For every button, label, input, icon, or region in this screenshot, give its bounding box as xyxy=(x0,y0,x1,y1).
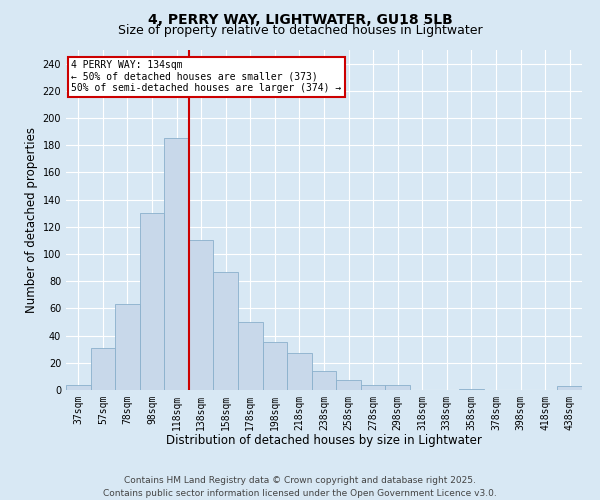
Bar xyxy=(557,386,582,390)
Bar xyxy=(385,384,410,390)
Bar xyxy=(336,380,361,390)
Bar xyxy=(164,138,189,390)
X-axis label: Distribution of detached houses by size in Lightwater: Distribution of detached houses by size … xyxy=(166,434,482,448)
Bar xyxy=(189,240,214,390)
Bar xyxy=(287,354,312,390)
Text: Size of property relative to detached houses in Lightwater: Size of property relative to detached ho… xyxy=(118,24,482,37)
Bar xyxy=(459,388,484,390)
Text: 4 PERRY WAY: 134sqm
← 50% of detached houses are smaller (373)
50% of semi-detac: 4 PERRY WAY: 134sqm ← 50% of detached ho… xyxy=(71,60,341,94)
Bar xyxy=(91,348,115,390)
Bar xyxy=(115,304,140,390)
Bar xyxy=(238,322,263,390)
Bar xyxy=(214,272,238,390)
Bar xyxy=(140,213,164,390)
Bar xyxy=(263,342,287,390)
Bar xyxy=(312,371,336,390)
Bar xyxy=(66,384,91,390)
Text: 4, PERRY WAY, LIGHTWATER, GU18 5LB: 4, PERRY WAY, LIGHTWATER, GU18 5LB xyxy=(148,12,452,26)
Bar xyxy=(361,384,385,390)
Text: Contains HM Land Registry data © Crown copyright and database right 2025.
Contai: Contains HM Land Registry data © Crown c… xyxy=(103,476,497,498)
Y-axis label: Number of detached properties: Number of detached properties xyxy=(25,127,38,313)
